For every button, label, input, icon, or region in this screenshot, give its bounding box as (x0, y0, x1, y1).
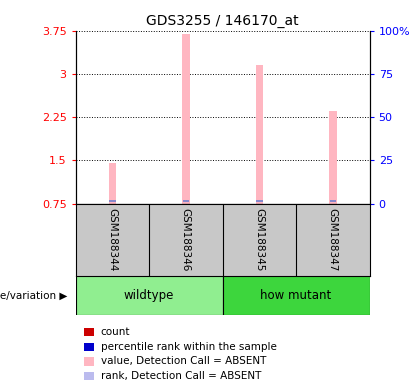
Text: percentile rank within the sample: percentile rank within the sample (101, 342, 277, 352)
Text: GSM188345: GSM188345 (255, 208, 264, 272)
Title: GDS3255 / 146170_at: GDS3255 / 146170_at (146, 14, 299, 28)
Text: value, Detection Call = ABSENT: value, Detection Call = ABSENT (101, 356, 266, 366)
Text: wildtype: wildtype (124, 289, 174, 302)
Bar (183, 200, 189, 202)
Bar (329, 111, 336, 204)
Bar (256, 65, 263, 204)
Bar (330, 200, 336, 202)
Bar (223, 276, 370, 315)
Text: genotype/variation ▶: genotype/variation ▶ (0, 291, 67, 301)
Bar (182, 34, 189, 204)
Bar (256, 200, 262, 202)
Bar (109, 163, 116, 204)
Text: GSM188346: GSM188346 (181, 208, 191, 272)
Text: GSM188347: GSM188347 (328, 208, 338, 272)
Text: how mutant: how mutant (260, 289, 332, 302)
Bar (76, 276, 223, 315)
Text: rank, Detection Call = ABSENT: rank, Detection Call = ABSENT (101, 371, 261, 381)
Text: GSM188344: GSM188344 (108, 208, 117, 272)
Text: count: count (101, 327, 130, 337)
Bar (109, 200, 116, 202)
